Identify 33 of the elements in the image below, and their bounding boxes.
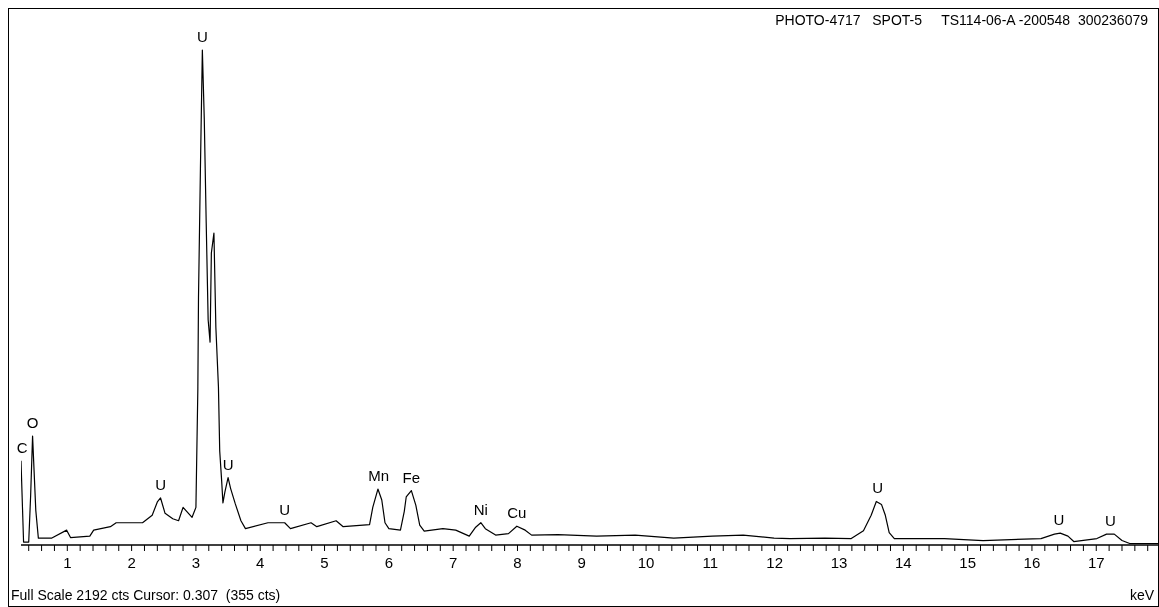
- text: Full Scale 2192 cts Cursor: 0.307 (355 cts): [11, 587, 281, 603]
- x-tick-label: 12: [766, 553, 784, 571]
- x-tick-label: 8: [513, 553, 522, 571]
- annotation: U: [1053, 511, 1065, 529]
- annotation: U: [1104, 512, 1116, 530]
- x-tick-label: 2: [127, 553, 136, 571]
- x-tick-label: 7: [448, 553, 458, 571]
- x-axis-title: keV: [1129, 587, 1154, 603]
- x-tick-label: 15: [959, 553, 976, 571]
- annotation: Mn: [368, 467, 389, 485]
- annotation: O: [26, 414, 39, 432]
- annotation: Fe: [402, 468, 421, 486]
- x-tick-label: 11: [702, 553, 719, 571]
- x-tick-label: 6: [384, 553, 394, 571]
- annotation: U: [279, 500, 291, 518]
- x-tick-label: 1: [63, 553, 72, 571]
- x-tick-label: 9: [577, 553, 586, 571]
- x-tick-label: 10: [637, 553, 655, 571]
- annotation: Cu: [507, 504, 527, 522]
- annotation: U: [872, 479, 884, 497]
- x-tick-label: 14: [894, 553, 912, 571]
- x-tick-label: 4: [256, 553, 265, 571]
- chart-title: PHOTO-4717 SPOT-5 TS114-06-A -200548 300236079: [775, 12, 1148, 28]
- x-tick-label: 17: [1087, 553, 1105, 571]
- annotation: U: [155, 475, 166, 493]
- x-tick-label: 16: [1023, 553, 1041, 571]
- annotation: U: [222, 455, 234, 473]
- x-tick-label: 5: [320, 553, 329, 571]
- x-tick-label: 13: [830, 553, 848, 571]
- annotation: U: [196, 28, 208, 46]
- x-tick-label: 3: [191, 553, 201, 571]
- annotation: Ni: [473, 500, 488, 518]
- annotation: C: [16, 438, 28, 456]
